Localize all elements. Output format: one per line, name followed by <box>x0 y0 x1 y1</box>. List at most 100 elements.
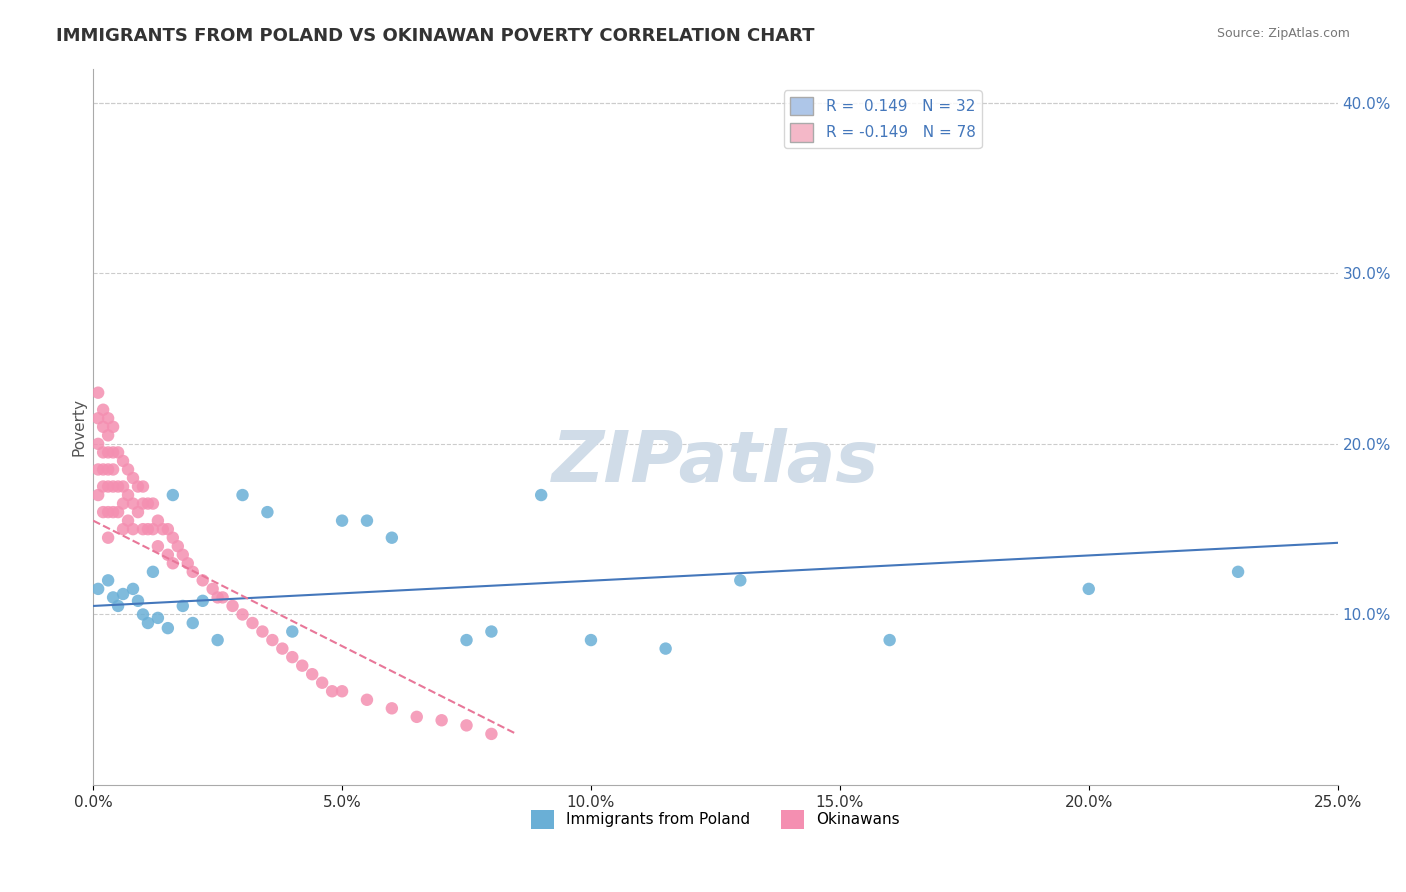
Point <box>191 574 214 588</box>
Point <box>87 437 110 451</box>
Point <box>162 531 184 545</box>
Point <box>122 497 145 511</box>
Point <box>101 419 124 434</box>
Point <box>381 701 404 715</box>
Point <box>132 522 155 536</box>
Point <box>97 462 120 476</box>
Point <box>117 462 139 476</box>
Point <box>97 479 120 493</box>
Point <box>91 505 114 519</box>
Point <box>87 411 110 425</box>
Point <box>177 556 200 570</box>
Point <box>136 497 159 511</box>
Point <box>162 488 184 502</box>
Point <box>91 445 114 459</box>
Point <box>207 591 229 605</box>
Point <box>579 633 602 648</box>
Point <box>330 684 353 698</box>
Point <box>87 462 110 476</box>
Point <box>156 621 179 635</box>
Point <box>231 607 253 622</box>
Point <box>221 599 243 613</box>
Point <box>879 633 901 648</box>
Point <box>91 419 114 434</box>
Point <box>146 539 169 553</box>
Point <box>112 454 135 468</box>
Point <box>97 505 120 519</box>
Legend: Immigrants from Poland, Okinawans: Immigrants from Poland, Okinawans <box>524 804 905 835</box>
Point <box>281 650 304 665</box>
Point <box>142 522 165 536</box>
Point <box>101 479 124 493</box>
Point <box>166 539 188 553</box>
Point <box>132 479 155 493</box>
Point <box>122 582 145 596</box>
Point <box>136 522 159 536</box>
Point <box>112 522 135 536</box>
Y-axis label: Poverty: Poverty <box>72 398 86 456</box>
Point <box>281 624 304 639</box>
Point <box>132 607 155 622</box>
Point <box>112 479 135 493</box>
Point <box>1077 582 1099 596</box>
Point <box>142 497 165 511</box>
Text: IMMIGRANTS FROM POLAND VS OKINAWAN POVERTY CORRELATION CHART: IMMIGRANTS FROM POLAND VS OKINAWAN POVER… <box>56 27 814 45</box>
Point <box>91 462 114 476</box>
Point <box>112 497 135 511</box>
Point <box>330 514 353 528</box>
Point <box>87 385 110 400</box>
Point <box>127 479 149 493</box>
Point <box>162 556 184 570</box>
Point <box>117 514 139 528</box>
Point <box>142 565 165 579</box>
Point <box>101 505 124 519</box>
Point <box>530 488 553 502</box>
Point <box>156 548 179 562</box>
Point <box>107 505 129 519</box>
Point <box>97 428 120 442</box>
Point <box>256 505 278 519</box>
Point <box>101 462 124 476</box>
Point <box>107 445 129 459</box>
Point <box>152 522 174 536</box>
Point <box>291 658 314 673</box>
Point <box>127 505 149 519</box>
Point <box>101 591 124 605</box>
Point <box>242 615 264 630</box>
Point <box>481 624 503 639</box>
Point <box>107 599 129 613</box>
Point <box>172 599 194 613</box>
Point <box>101 445 124 459</box>
Point <box>207 633 229 648</box>
Point <box>456 633 478 648</box>
Point <box>211 591 233 605</box>
Point <box>146 514 169 528</box>
Point <box>97 574 120 588</box>
Text: ZIPatlas: ZIPatlas <box>551 428 879 497</box>
Point <box>87 582 110 596</box>
Point <box>430 713 453 727</box>
Point <box>107 479 129 493</box>
Point <box>381 531 404 545</box>
Text: Source: ZipAtlas.com: Source: ZipAtlas.com <box>1216 27 1350 40</box>
Point <box>271 641 294 656</box>
Point <box>97 411 120 425</box>
Point <box>654 641 676 656</box>
Point <box>87 488 110 502</box>
Point <box>730 574 752 588</box>
Point <box>181 565 204 579</box>
Point <box>1227 565 1250 579</box>
Point <box>356 693 378 707</box>
Point <box>117 488 139 502</box>
Point <box>231 488 253 502</box>
Point <box>405 710 427 724</box>
Point <box>191 594 214 608</box>
Point <box>91 402 114 417</box>
Point <box>122 522 145 536</box>
Point <box>122 471 145 485</box>
Point <box>97 531 120 545</box>
Point <box>181 615 204 630</box>
Point <box>91 479 114 493</box>
Point <box>97 445 120 459</box>
Point <box>172 548 194 562</box>
